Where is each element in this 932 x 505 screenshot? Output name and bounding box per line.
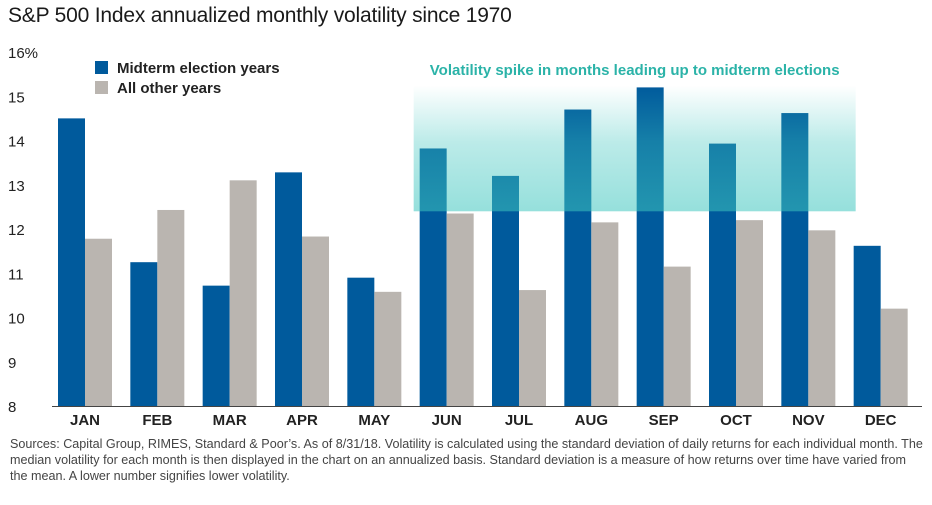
x-tick-label: MAR — [213, 412, 247, 429]
y-tick-label: 11 — [8, 266, 24, 283]
bar-other-sep — [663, 266, 691, 406]
x-tick-label: APR — [286, 412, 318, 429]
legend-swatch — [95, 81, 108, 94]
bar-other-dec — [880, 308, 908, 406]
footnote: Sources: Capital Group, RIMES, Standard … — [10, 437, 923, 483]
y-tick-label: 14 — [8, 134, 25, 151]
x-tick-label: JUL — [505, 412, 533, 429]
y-tick-label: 16% — [8, 45, 38, 62]
bar-other-jan — [85, 238, 112, 406]
x-tick-label: JUN — [432, 412, 462, 429]
legend-label: All other years — [117, 80, 221, 97]
bar-other-feb — [157, 209, 185, 406]
y-tick-label: 10 — [8, 311, 25, 328]
x-tick-label: OCT — [720, 412, 752, 429]
x-tick-label: JAN — [70, 412, 100, 429]
x-tick-label: AUG — [575, 412, 608, 429]
x-tick-label: MAY — [358, 412, 390, 429]
y-tick-label: 12 — [8, 222, 25, 239]
bar-midterm-jan — [58, 118, 85, 406]
x-tick-label: DEC — [865, 412, 897, 429]
bar-midterm-jul — [492, 175, 519, 406]
bar-other-apr — [302, 236, 329, 406]
bar-other-may — [374, 291, 402, 406]
bar-midterm-dec — [853, 245, 881, 406]
bar-other-nov — [808, 230, 836, 406]
bar-other-jun — [446, 213, 474, 406]
bar-other-oct — [736, 220, 763, 406]
chart-title: S&P 500 Index annualized monthly volatil… — [8, 4, 512, 27]
x-tick-label: FEB — [142, 412, 172, 429]
bar-midterm-mar — [202, 285, 230, 406]
bar-chart: 8 9 10 11 12 13 14 15 16% Volatility spike in mo… — [8, 45, 922, 429]
bar-midterm-apr — [275, 172, 302, 406]
y-tick-label: 9 — [8, 355, 16, 372]
highlight-band — [413, 85, 856, 212]
annotation-label: Volatility spike in months leading up to… — [430, 62, 840, 79]
x-tick-label: NOV — [792, 412, 825, 429]
bar-other-aug — [591, 222, 619, 406]
bar-midterm-may — [347, 277, 375, 406]
legend-label: Midterm election years — [117, 60, 280, 77]
bar-other-jul — [519, 290, 546, 406]
y-tick-label: 15 — [8, 89, 25, 106]
bar-midterm-feb — [130, 262, 158, 406]
y-tick-label: 13 — [8, 178, 25, 195]
legend-swatch — [95, 61, 108, 74]
bar-other-mar — [229, 180, 257, 406]
y-tick-label: 8 — [8, 399, 16, 416]
x-tick-label: SEP — [649, 412, 679, 429]
